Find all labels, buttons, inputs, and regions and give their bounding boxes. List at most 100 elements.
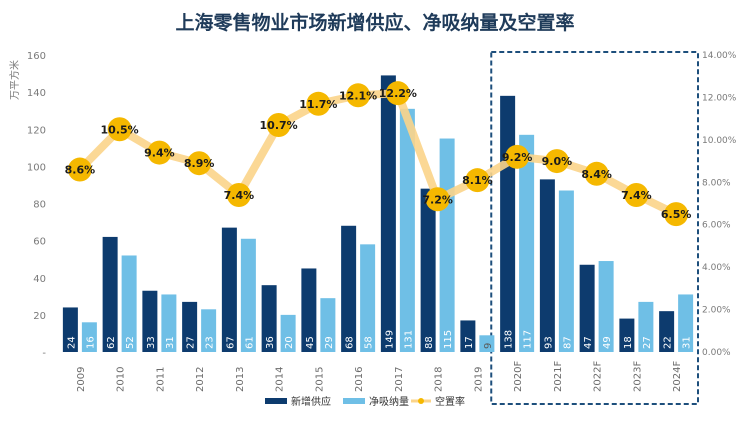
bar-absorption-label: 31: [165, 336, 176, 349]
bar-absorption-label: 115: [443, 330, 454, 349]
y-tick-label: 80: [33, 200, 46, 211]
vacancy-marker: [505, 144, 530, 169]
y2-tick-label: 6.00%: [702, 221, 731, 231]
vacancy-marker: [425, 187, 450, 212]
legend-swatch-supply: [265, 398, 287, 404]
vacancy-line: [75, 89, 681, 219]
bar-absorption: [320, 298, 336, 352]
bar-absorption: [479, 335, 495, 352]
vacancy-label: 7.4%: [621, 189, 652, 202]
vacancy-marker: [465, 168, 490, 193]
bar-supply-label: 67: [225, 336, 236, 349]
y2-tick-label: 8.00%: [702, 178, 731, 188]
vacancy-label: 7.2%: [422, 193, 453, 206]
bar-supply: [579, 264, 595, 352]
bar-absorption: [280, 314, 296, 352]
y2-tick-label: 12.00%: [702, 93, 737, 103]
bar-supply-label: 17: [464, 336, 475, 349]
bar-absorption-label: 16: [85, 336, 96, 349]
legend-swatch-vacancy-marker: [418, 398, 424, 404]
bar-absorption-label: 61: [244, 336, 255, 349]
bar-supply-label: 88: [424, 336, 435, 349]
x-tick-label: 2023F: [632, 361, 643, 392]
x-tick-label: 2013: [235, 367, 246, 392]
y-tick-label: 100: [27, 162, 46, 173]
x-tick-label: 2019: [473, 367, 484, 392]
y-tick-label: 140: [27, 88, 46, 99]
bar-supply: [500, 95, 516, 353]
bar-supply-label: 47: [583, 336, 594, 349]
bar-supply: [261, 285, 277, 352]
bar-absorption: [598, 261, 614, 352]
y-tick-label: 160: [27, 51, 46, 62]
bar-supply-label: 36: [265, 336, 276, 349]
vacancy-label: 12.2%: [379, 87, 417, 100]
bar-absorption: [121, 255, 137, 352]
bar-absorption: [201, 309, 217, 352]
x-tick-label: 2017: [394, 367, 405, 392]
bar-absorption: [519, 134, 535, 352]
bar-absorption: [240, 238, 256, 352]
bar-supply-label: 24: [66, 336, 77, 349]
vacancy-label: 11.7%: [299, 98, 337, 111]
bar-supply: [659, 311, 675, 352]
y-tick-label: -: [42, 348, 46, 359]
x-tick-label: 2010: [116, 367, 127, 392]
bar-absorption-label: 31: [682, 336, 693, 349]
bar-absorption-label: 23: [205, 336, 216, 349]
legend-label-vacancy: 空置率: [435, 395, 465, 408]
x-tick-label: 2014: [275, 367, 286, 392]
y-tick-label: 120: [27, 125, 46, 136]
bar-supply-label: 68: [345, 336, 356, 349]
y2-tick-label: 10.00%: [702, 136, 737, 146]
bar-supply-label: 22: [663, 336, 674, 349]
vacancy-marker: [107, 117, 132, 142]
y-tick-label: 60: [33, 237, 46, 248]
legend-swatch-absorption: [343, 398, 365, 404]
bar-absorption-label: 20: [284, 336, 295, 349]
y-tick-label: 20: [33, 311, 46, 322]
vacancy-marker: [624, 183, 649, 208]
x-tick-label: 2020F: [513, 361, 524, 392]
vacancy-label: 7.4%: [224, 189, 255, 202]
bar-absorption-label: 9: [483, 343, 494, 349]
x-tick-label: 2021F: [553, 361, 564, 392]
y-tick-label: 40: [33, 274, 46, 285]
vacancy-marker: [346, 83, 371, 108]
bar-supply-label: 138: [504, 330, 515, 349]
bar-supply: [102, 236, 118, 352]
vacancy-marker: [664, 202, 689, 227]
bar-supply-label: 93: [543, 336, 554, 349]
x-tick-label: 2016: [354, 367, 365, 392]
bar-absorption: [81, 322, 97, 352]
bar-absorption: [399, 108, 415, 352]
bar-absorption-label: 49: [602, 336, 613, 349]
bar-absorption: [638, 301, 654, 352]
bar-supply-label: 149: [384, 330, 395, 349]
bar-absorption: [558, 190, 574, 352]
vacancy-marker: [306, 91, 331, 116]
y2-tick-label: 14.00%: [702, 51, 737, 61]
bar-supply: [301, 268, 317, 352]
bar-absorption-label: 52: [125, 336, 136, 349]
vacancy-marker: [187, 151, 212, 176]
bar-absorption-label: 87: [562, 336, 573, 349]
vacancy-label: 9.2%: [502, 151, 533, 164]
vacancy-marker: [385, 81, 410, 106]
x-tick-label: 2018: [434, 367, 445, 392]
vacancy-marker: [226, 183, 251, 208]
bar-absorption-label: 27: [642, 336, 653, 349]
bar-supply-label: 45: [305, 336, 316, 349]
vacancy-marker: [266, 113, 291, 138]
x-tick-label: 2015: [314, 367, 325, 392]
vacancy-label: 6.5%: [661, 208, 692, 221]
x-tick-label: 2012: [195, 367, 206, 392]
bar-supply-label: 27: [186, 336, 197, 349]
y2-tick-label: 2.00%: [702, 306, 731, 316]
legend-label-supply: 新增供应: [291, 395, 331, 408]
bar-absorption: [678, 294, 694, 352]
bar-supply: [460, 320, 476, 352]
bar-supply: [380, 75, 396, 352]
vacancy-label: 12.1%: [339, 89, 377, 102]
bar-supply: [62, 307, 78, 352]
